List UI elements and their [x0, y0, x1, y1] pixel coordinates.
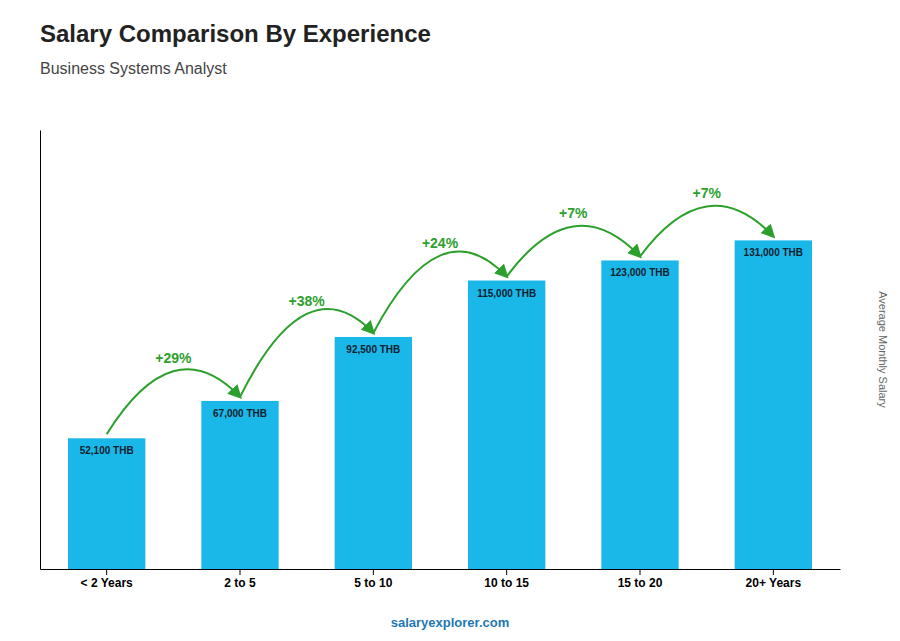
x-tick-label: 15 to 20 [618, 576, 663, 590]
data-label: 52,100 THB [80, 445, 134, 456]
data-label: 115,000 THB [477, 288, 536, 299]
bar [735, 240, 812, 569]
y-axis [40, 131, 41, 570]
plot: < 2 Years 2 to 5 5 to 10 10 to 15 15 to 20 20… [41, 131, 841, 590]
x-tick: 20+ Years [746, 569, 802, 590]
growth-arrow [507, 226, 640, 277]
growth-arrow [240, 309, 373, 397]
bars [68, 240, 812, 569]
growth-annotations: +29% +38% +24% +7% +7% [107, 185, 774, 434]
data-label: 92,500 THB [346, 344, 400, 355]
x-tick: 15 to 20 [618, 569, 663, 590]
x-tick-mark [640, 569, 641, 575]
data-label: 131,000 THB [744, 247, 803, 258]
x-tick-mark [373, 569, 374, 575]
x-tick: 5 to 10 [354, 569, 392, 590]
bar [468, 281, 545, 569]
growth-label: +7% [559, 205, 588, 221]
x-tick-mark [773, 569, 774, 575]
subtitle: Business Systems Analyst [40, 60, 227, 77]
x-tick-label: 20+ Years [746, 576, 802, 590]
x-tick-mark [240, 569, 241, 575]
data-labels: 52,100 THB 67,000 THB 92,500 THB 115,000 TH… [80, 247, 803, 456]
bar [601, 260, 678, 569]
x-tick-label: 10 to 15 [484, 576, 529, 590]
y-axis-label: Average Monthly Salary [877, 291, 889, 408]
x-tick-label: < 2 Years [81, 576, 133, 590]
growth-label: +24% [422, 235, 459, 251]
y-axis-line [40, 131, 41, 570]
x-tick-mark [106, 569, 107, 575]
growth-arrow [640, 206, 773, 257]
x-tick: 10 to 15 [484, 569, 529, 590]
x-tick-label: 2 to 5 [224, 576, 256, 590]
x-tick-label: 5 to 10 [354, 576, 392, 590]
growth-label: +29% [155, 350, 192, 366]
x-axis: < 2 Years 2 to 5 5 to 10 10 to 15 15 to 20 20… [41, 569, 841, 590]
bar [335, 337, 412, 569]
growth-label: +38% [289, 293, 326, 309]
bar [201, 401, 278, 569]
bar [68, 438, 145, 569]
growth-arrow [373, 252, 506, 333]
x-axis-line [41, 569, 841, 570]
x-tick-mark [506, 569, 507, 575]
growth-label: +7% [692, 185, 721, 201]
x-tick: 2 to 5 [224, 569, 256, 590]
title: Salary Comparison By Experience [40, 20, 431, 47]
data-label: 67,000 THB [213, 408, 267, 419]
watermark: salaryexplorer.com [391, 615, 510, 630]
chart: Salary Comparison By Experience Business … [0, 0, 900, 641]
data-label: 123,000 THB [610, 267, 669, 278]
x-tick: < 2 Years [81, 569, 133, 590]
growth-arrow [107, 369, 240, 434]
